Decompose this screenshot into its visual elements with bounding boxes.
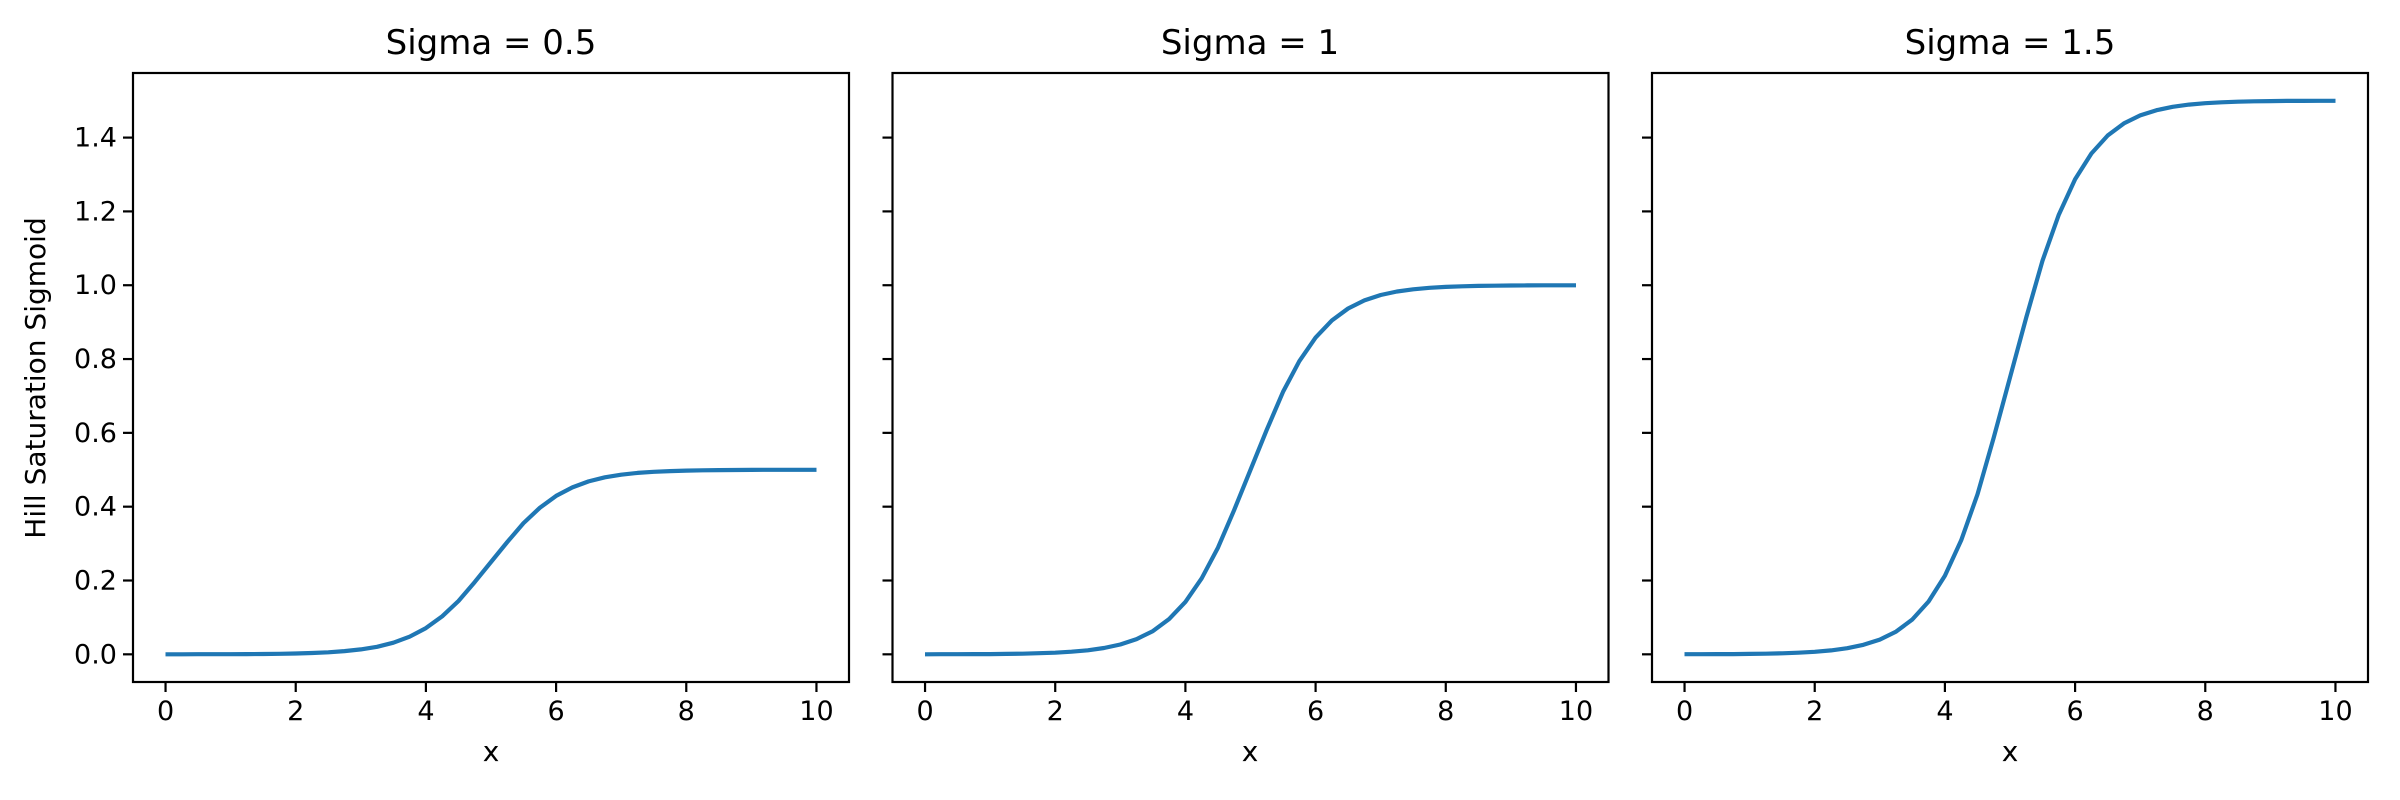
x-tick-label: 4 bbox=[417, 696, 434, 727]
x-tick-label: 0 bbox=[916, 696, 933, 727]
axes-box bbox=[131, 71, 851, 684]
subplot-2-title: Sigma = 1 bbox=[1160, 23, 1340, 63]
x-tick-label: 10 bbox=[1559, 696, 1593, 727]
y-tick-label: 0.0 bbox=[74, 639, 117, 670]
y-tick-label: 1.2 bbox=[74, 196, 117, 227]
x-tick-label: 8 bbox=[1437, 696, 1454, 727]
curve-sigma=0.5 bbox=[165, 467, 817, 657]
x-tick-label: 8 bbox=[2197, 696, 2214, 727]
x-tick-label: 0 bbox=[157, 696, 174, 727]
x-tick-label: 10 bbox=[2318, 696, 2352, 727]
curve-sigma=1.5 bbox=[1684, 98, 2336, 657]
curve-sigma=1 bbox=[924, 283, 1576, 657]
x-tick-label: 4 bbox=[1177, 696, 1194, 727]
x-tick-label: 2 bbox=[287, 696, 304, 727]
y-tick-label: 1.0 bbox=[74, 270, 117, 301]
x-tick-label: 0 bbox=[1676, 696, 1693, 727]
y-tick-label: 0.4 bbox=[74, 492, 117, 523]
x-tick-label: 2 bbox=[1047, 696, 1064, 727]
x-tick-label: 2 bbox=[1806, 696, 1823, 727]
x-tick-label: 10 bbox=[799, 696, 833, 727]
y-tick-label: 1.4 bbox=[74, 123, 117, 154]
subplot-1-xlabel: x bbox=[482, 735, 500, 768]
subplot-2-xlabel: x bbox=[1241, 735, 1259, 768]
x-tick-label: 6 bbox=[1307, 696, 1324, 727]
x-tick-label: 6 bbox=[547, 696, 564, 727]
x-tick-label: 4 bbox=[1936, 696, 1953, 727]
y-tick-label: 0.2 bbox=[74, 566, 117, 597]
y-tick-label: 0.6 bbox=[74, 418, 117, 449]
subplot-3-title: Sigma = 1.5 bbox=[1904, 23, 2116, 63]
y-axis-label: Hill Saturation Sigmoid bbox=[19, 217, 52, 539]
y-tick-label: 0.8 bbox=[74, 344, 117, 375]
axes-box bbox=[1650, 71, 2370, 684]
subplot-3-xlabel: x bbox=[2001, 735, 2019, 768]
subplot-1-title: Sigma = 0.5 bbox=[385, 23, 597, 63]
axes-box bbox=[891, 71, 1610, 684]
x-tick-label: 8 bbox=[678, 696, 695, 727]
x-tick-label: 6 bbox=[2066, 696, 2083, 727]
